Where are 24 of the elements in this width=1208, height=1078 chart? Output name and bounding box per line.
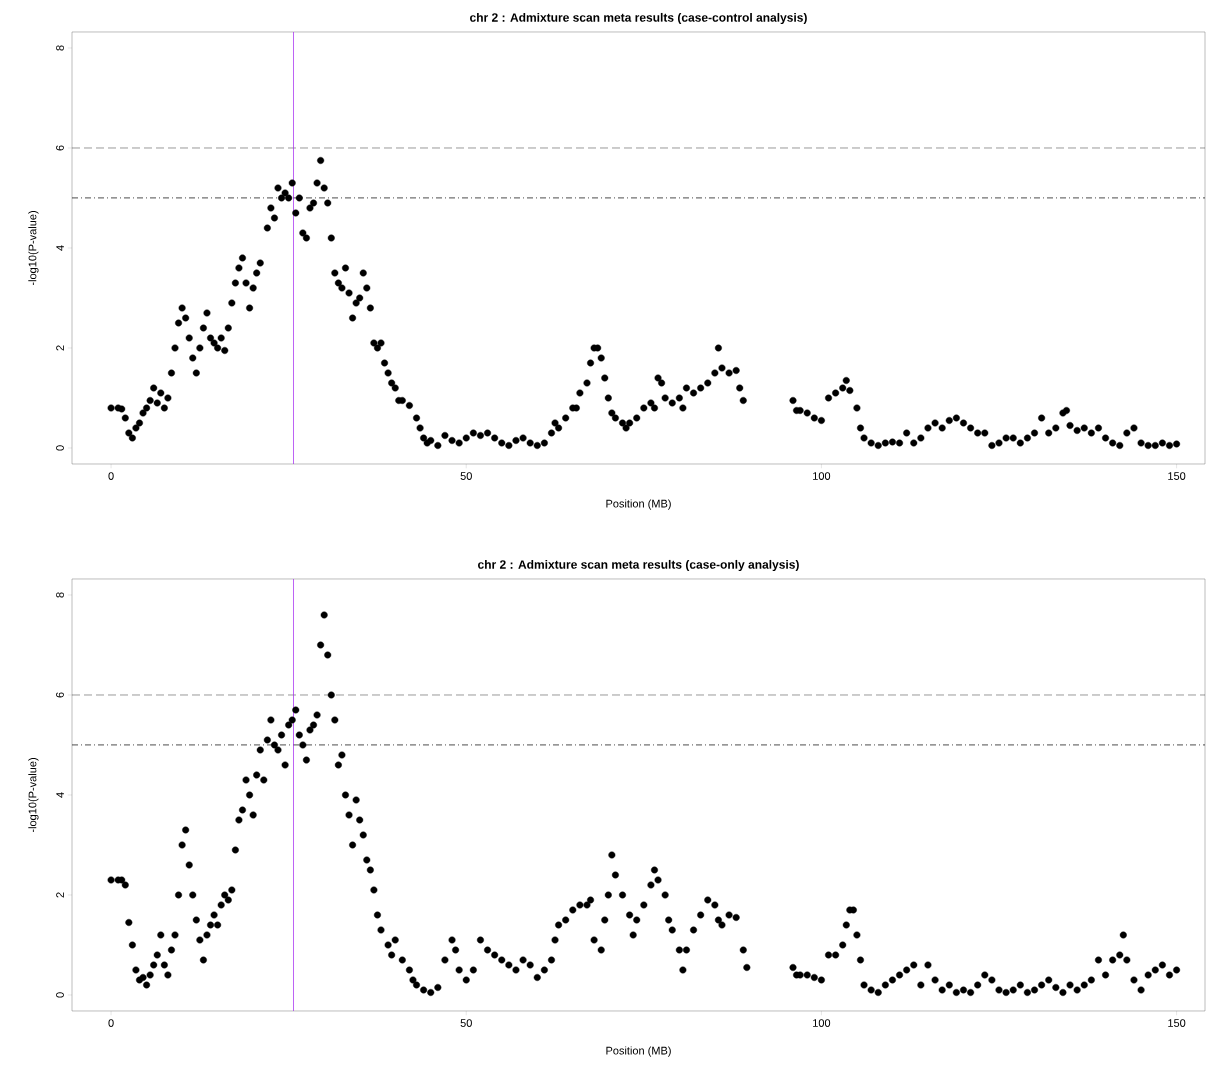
y-tick-label: 2 <box>56 892 64 898</box>
chart-title: chr 2 : Admixture scan meta results (case-only analysis) <box>478 559 799 572</box>
x-tick-label: 150 <box>1168 1019 1186 1027</box>
y-tick-label: 0 <box>56 992 64 998</box>
y-tick-label: 8 <box>56 45 64 51</box>
y-axis-title: -log10(P-value) <box>28 758 39 833</box>
x-tick-label: 100 <box>813 472 831 480</box>
x-tick-label: 150 <box>1168 472 1186 480</box>
x-tick-label: 50 <box>460 472 472 480</box>
x-tick-label: 50 <box>460 1019 472 1027</box>
y-tick-label: 2 <box>56 345 64 351</box>
x-axis-title: Position (MB) <box>606 499 671 510</box>
y-tick-label: 6 <box>56 145 64 151</box>
y-tick-label: 6 <box>56 692 64 698</box>
y-tick-label: 4 <box>56 245 64 251</box>
y-tick-label: 4 <box>56 792 64 798</box>
chart-title: chr 2 : Admixture scan meta results (case-control analysis) <box>470 12 807 25</box>
y-tick-label: 8 <box>56 592 64 598</box>
x-axis-title: Position (MB) <box>606 1046 671 1057</box>
x-tick-label: 0 <box>108 472 114 480</box>
y-tick-label: 0 <box>56 445 64 451</box>
x-tick-label: 0 <box>108 1019 114 1027</box>
x-tick-label: 100 <box>813 1019 831 1027</box>
y-axis-title: -log10(P-value) <box>28 211 39 286</box>
